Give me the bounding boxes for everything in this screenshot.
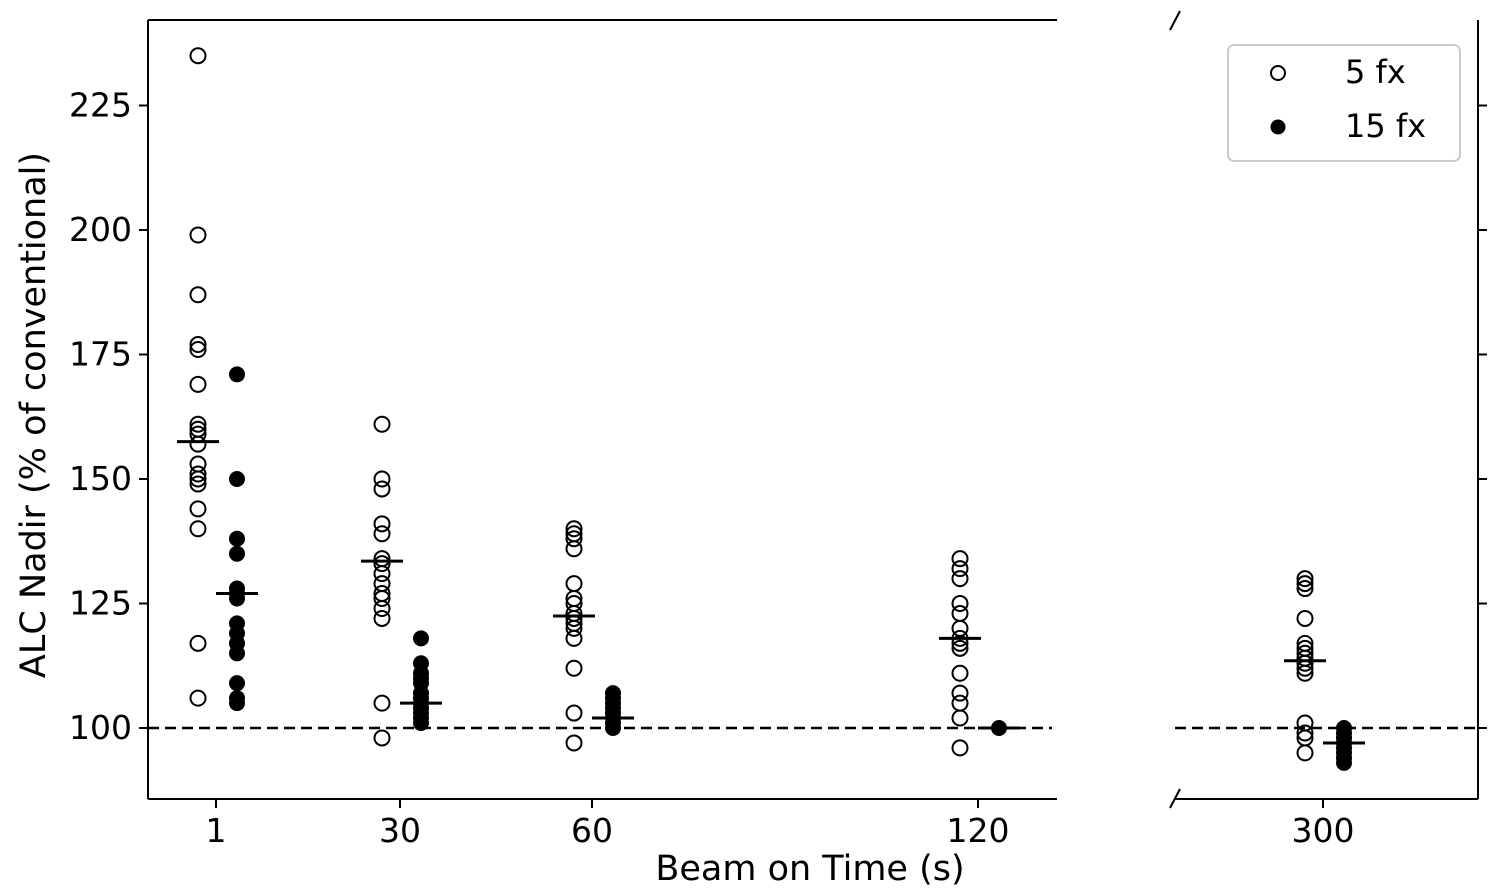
x-tick-label: 300 <box>1292 811 1355 850</box>
legend: 5 fx 15 fx <box>1227 44 1461 162</box>
data-point-5fx <box>189 286 207 304</box>
data-point-5fx <box>189 435 207 453</box>
data-point-5fx <box>373 555 391 573</box>
data-point-5fx <box>565 530 583 548</box>
data-point-5fx <box>951 739 969 757</box>
data-point-5fx <box>189 470 207 488</box>
data-point-5fx <box>189 341 207 359</box>
data-point-5fx <box>1296 744 1314 762</box>
x-tick-label: 30 <box>379 811 421 850</box>
data-point-15fx <box>229 545 245 562</box>
data-point-5fx <box>565 575 583 593</box>
data-point-5fx <box>373 609 391 627</box>
data-point-5fx <box>373 525 391 543</box>
y-tick-label: 225 <box>69 86 132 125</box>
data-point-15fx <box>1336 754 1352 771</box>
data-point-5fx <box>373 729 391 747</box>
data-point-5fx <box>1296 664 1314 682</box>
data-point-15fx <box>413 630 429 647</box>
data-point-5fx <box>951 664 969 682</box>
y-tick-label: 100 <box>69 708 132 747</box>
data-point-5fx <box>373 470 391 488</box>
data-point-5fx <box>373 694 391 712</box>
y-tick-label: 125 <box>69 584 132 623</box>
data-point-5fx <box>1296 570 1314 588</box>
data-point-5fx <box>1296 609 1314 627</box>
data-point-5fx <box>189 475 207 493</box>
data-point-5fx <box>951 694 969 712</box>
legend-label-5fx: 5 fx <box>1345 53 1406 91</box>
data-point-5fx <box>951 684 969 702</box>
data-point-5fx <box>373 599 391 617</box>
data-point-15fx <box>413 715 429 732</box>
data-point-5fx <box>951 604 969 622</box>
data-point-5fx <box>189 375 207 393</box>
data-point-5fx <box>565 540 583 558</box>
data-point-5fx <box>189 520 207 538</box>
data-point-5fx <box>189 47 207 65</box>
axis-break-mark-top <box>1169 10 1181 31</box>
data-point-5fx <box>565 520 583 538</box>
data-point-5fx <box>951 595 969 612</box>
x-tick-label: 120 <box>947 811 1010 850</box>
data-point-5fx <box>189 465 207 483</box>
data-point-15fx <box>229 530 245 547</box>
x-tick-label: 60 <box>571 811 613 850</box>
data-point-5fx <box>189 336 207 354</box>
y-axis-label: ALC Nadir (% of conventional) <box>14 152 54 678</box>
data-point-5fx <box>565 659 583 677</box>
tick-labels: 100 125 150 175 200 225 1 30 60 120 300 <box>69 86 1487 850</box>
data-point-5fx <box>373 590 391 608</box>
data-point-5fx <box>565 734 583 752</box>
data-point-5fx <box>373 415 391 433</box>
data-point-15fx <box>605 720 621 736</box>
data-point-15fx <box>229 675 245 692</box>
y-tick-label: 200 <box>69 210 132 249</box>
data-marks <box>177 47 1365 771</box>
data-point-5fx <box>189 634 207 652</box>
data-point-15fx <box>229 695 245 712</box>
data-point-5fx <box>951 639 969 657</box>
data-point-15fx <box>229 645 245 662</box>
data-point-5fx <box>951 560 969 578</box>
data-point-5fx <box>565 619 583 637</box>
axes-frame <box>147 10 1479 809</box>
data-point-5fx <box>373 480 391 498</box>
legend-box <box>1227 44 1461 162</box>
data-point-5fx <box>1296 654 1314 672</box>
legend-marker-5fx <box>1270 65 1286 81</box>
data-point-5fx <box>1296 724 1314 742</box>
data-point-5fx <box>951 709 969 727</box>
data-point-5fx <box>189 415 207 433</box>
data-point-5fx <box>1296 575 1314 593</box>
x-axis-label: Beam on Time (s) <box>655 849 964 889</box>
x-tick-label: 1 <box>206 811 227 850</box>
data-point-15fx <box>229 471 245 487</box>
data-point-5fx <box>1296 580 1314 598</box>
data-point-5fx <box>189 226 207 244</box>
data-point-5fx <box>951 570 969 588</box>
data-point-5fx <box>565 609 583 627</box>
data-point-15fx <box>229 366 245 383</box>
data-point-5fx <box>951 634 969 652</box>
data-point-5fx <box>189 500 207 518</box>
data-point-5fx <box>951 550 969 568</box>
axis-break-mark-bottom <box>1169 788 1181 809</box>
data-point-5fx <box>565 629 583 647</box>
legend-label-15fx: 15 fx <box>1345 107 1426 145</box>
y-tick-label: 150 <box>69 459 132 498</box>
data-point-5fx <box>189 689 207 707</box>
data-point-5fx <box>373 565 391 583</box>
legend-marker-15fx <box>1270 119 1286 135</box>
y-tick-label: 175 <box>69 335 132 374</box>
data-point-5fx <box>565 704 583 722</box>
data-point-5fx <box>373 515 391 533</box>
